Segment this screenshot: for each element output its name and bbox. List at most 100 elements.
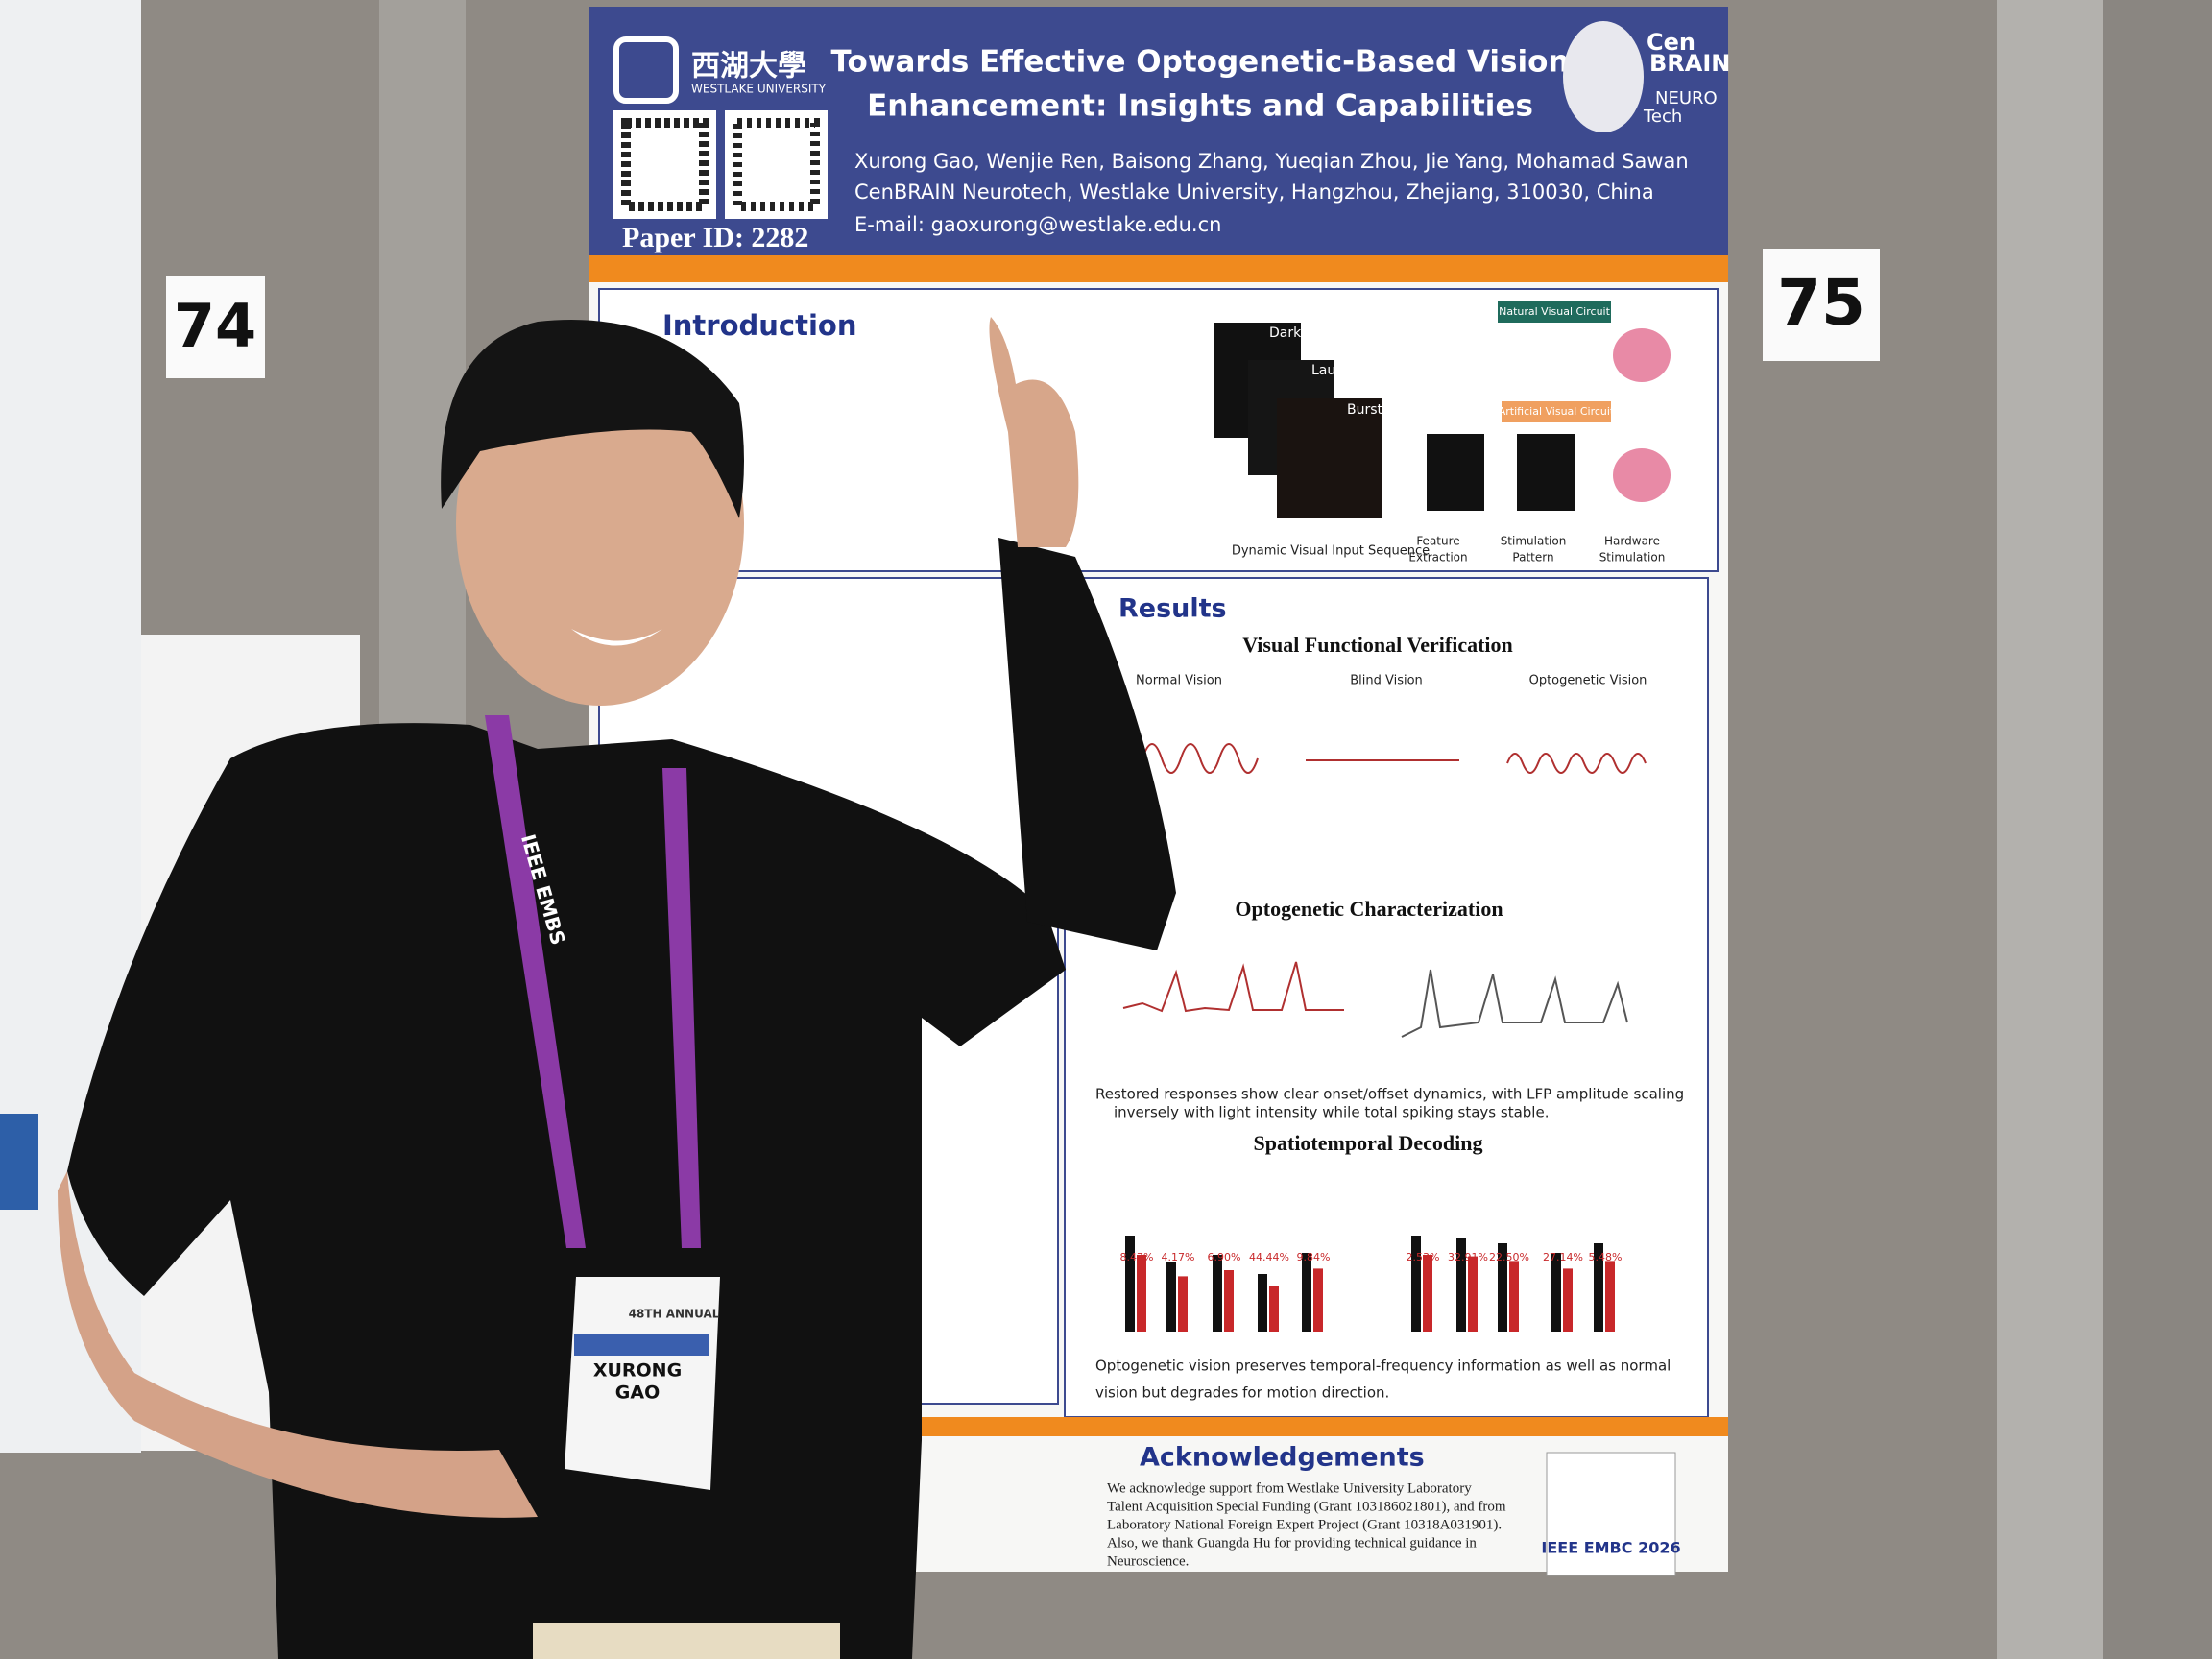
step-label: Hardware (1604, 535, 1660, 548)
arm (58, 1171, 538, 1518)
badge-band (574, 1334, 709, 1356)
frame (1277, 398, 1382, 518)
logo-text: Tech (1643, 107, 1682, 127)
badge-event: 48TH ANNUAL (629, 1308, 720, 1321)
sign-number: 74 (174, 291, 256, 361)
bar-label: 27.14% (1543, 1251, 1583, 1263)
bar-decoration (1258, 1274, 1267, 1332)
wall-panel (2103, 0, 2212, 1659)
qr-pattern (733, 118, 820, 211)
caption: Restored responses show clear onset/offs… (1095, 1086, 1684, 1103)
caption: inversely with light intensity while tot… (1114, 1104, 1549, 1121)
ack-line: We acknowledge support from Westlake Uni… (1107, 1480, 1472, 1496)
section-heading: Results (1118, 594, 1227, 624)
bar-label: 5.48% (1589, 1251, 1623, 1263)
bar-label: 9.84% (1297, 1251, 1331, 1263)
conference-name: IEEE EMBC 2026 (1541, 1539, 1680, 1557)
authors: Xurong Gao, Wenjie Ren, Baisong Zhang, Y… (854, 150, 1689, 173)
brain-icon (1613, 328, 1671, 382)
bar-decoration (1178, 1276, 1188, 1332)
subheading: Spatiotemporal Decoding (1254, 1131, 1483, 1155)
bar-label: 44.44% (1249, 1251, 1289, 1263)
bar-decoration (1125, 1236, 1135, 1332)
sleeve (998, 538, 1176, 950)
logo-text: NEURO (1655, 88, 1718, 108)
ack-line: Also, we thank Guangda Hu for providing … (1107, 1535, 1477, 1551)
trace (1142, 743, 1259, 774)
bar-label: 32.91% (1448, 1251, 1488, 1263)
sign-number: 75 (1777, 266, 1865, 340)
bar-decoration (1224, 1270, 1234, 1332)
trousers (533, 1623, 840, 1659)
bar-decoration (1605, 1261, 1615, 1332)
intro-box (598, 288, 1719, 572)
step-label: Stimulation (1599, 551, 1666, 565)
frame-label: Dark Sky (1269, 325, 1329, 341)
badge-name: XURONG (593, 1360, 682, 1382)
email: E-mail: gaoxurong@westlake.edu.cn (854, 213, 1221, 236)
logo-text: Cen (1647, 29, 1695, 56)
bar-decoration (1411, 1236, 1421, 1332)
affiliation: CenBRAIN Neurotech, Westlake University,… (854, 180, 1654, 204)
panel-label: Normal Vision (1136, 674, 1222, 688)
brain-logo (1563, 21, 1644, 132)
ack-line: Neuroscience. (1107, 1553, 1189, 1569)
frame-label: Burst (1347, 402, 1383, 418)
bar-decoration (1423, 1255, 1432, 1332)
paper-id: Paper ID: 2282 (622, 222, 808, 253)
ack-line: Laboratory National Foreign Expert Proje… (1107, 1517, 1502, 1532)
panel-label: Optogenetic Vision (1529, 674, 1647, 688)
panel-label: Blind Vision (1350, 674, 1423, 688)
ack-line: Talent Acquisition Special Funding (Gran… (1107, 1499, 1506, 1514)
frame (1517, 434, 1575, 511)
bar-decoration (1551, 1253, 1561, 1332)
section-heading: Acknowledgements (1140, 1443, 1425, 1473)
number-sign (166, 276, 265, 378)
bar-decoration (1594, 1243, 1603, 1332)
ack-text: We acknowledge support from Westlake Uni… (1107, 1480, 1506, 1569)
bar-label: 6.90% (1208, 1251, 1241, 1263)
diagram-label: Dynamic Visual Input Sequence (1232, 544, 1430, 559)
badge (565, 1277, 720, 1490)
bar-label: 8.47% (1120, 1251, 1154, 1263)
subheading: Optogenetic Characterization (1235, 897, 1503, 921)
bar-label: 4.17% (1162, 1251, 1195, 1263)
bar-decoration (1213, 1255, 1222, 1332)
bar-decoration (1563, 1268, 1573, 1332)
caption: vision but degrades for motion direction… (1095, 1384, 1389, 1402)
bar-decoration (1166, 1262, 1176, 1332)
bar-decoration (1313, 1268, 1323, 1332)
brain-icon (1613, 448, 1671, 502)
step-label: Pattern (1512, 551, 1553, 565)
lanyard (485, 715, 586, 1248)
step-label: Extraction (1408, 551, 1467, 565)
logo-text: BRAIN (1649, 50, 1730, 77)
bar-decoration (1456, 1238, 1466, 1332)
university-logo (613, 36, 679, 104)
neighbour-figure (0, 1114, 38, 1210)
frame (1427, 434, 1484, 511)
caption: Optogenetic vision preserves temporal-fr… (1095, 1358, 1671, 1375)
header-stripe (589, 255, 1728, 282)
section-heading: Introduction (662, 309, 857, 342)
bar-decoration (1137, 1255, 1146, 1332)
step-label: Feature (1416, 535, 1459, 548)
badge-name: GAO (615, 1382, 660, 1404)
bar-decoration (1509, 1261, 1519, 1332)
circuit-tag-text: Artificial Visual Circuit (1499, 405, 1615, 418)
circuit-tag-text: Natural Visual Circuit (1499, 305, 1610, 318)
subheading: Visual Functional Verification (1242, 633, 1513, 657)
hand (989, 317, 1079, 547)
step-label: Stimulation (1501, 535, 1567, 548)
bar-decoration (1498, 1243, 1507, 1332)
number-sign (1763, 249, 1880, 361)
smile (571, 629, 662, 646)
hair (441, 320, 744, 518)
lanyard (662, 768, 701, 1248)
bar-decoration (1302, 1253, 1311, 1332)
decoding-charts: 8.47% 4.17% 6.90% 44.44% 9.84% 2.53% 32.91% 22.… (1120, 1236, 1623, 1332)
bar-label: 2.53% (1407, 1251, 1440, 1263)
trace (1401, 969, 1628, 1038)
